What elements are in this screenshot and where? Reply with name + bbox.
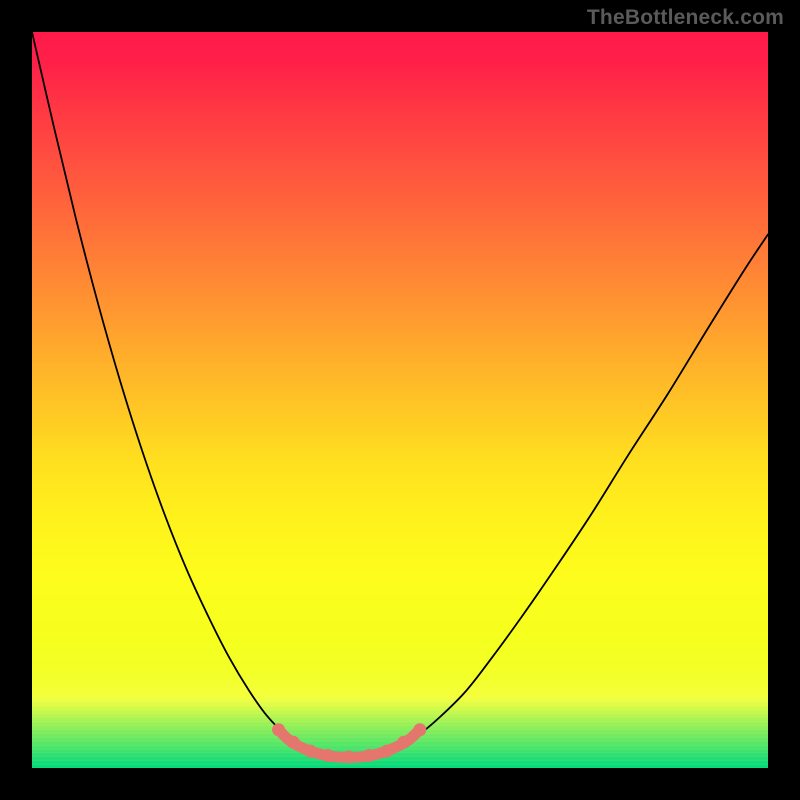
stage: TheBottleneck.com — [0, 0, 800, 800]
sweet-spot-tick-dot — [363, 749, 376, 762]
sweet-spot-tick-dot — [413, 723, 426, 736]
sweet-spot-tick-dot — [342, 750, 355, 763]
sweet-spot-tick-dot — [321, 749, 334, 762]
sweet-spot-ticks — [272, 723, 426, 763]
sweet-spot-tick-dot — [397, 736, 410, 749]
sweet-spot-tick-dot — [272, 723, 285, 736]
sweet-spot-tick-dot — [380, 745, 393, 758]
sweet-spot-tick-dot — [304, 745, 317, 758]
plot-frame — [32, 32, 768, 768]
bottleneck-curve — [32, 32, 768, 758]
watermark-text: TheBottleneck.com — [587, 6, 784, 30]
curve-layer — [32, 32, 768, 768]
sweet-spot-tick-dot — [287, 736, 300, 749]
